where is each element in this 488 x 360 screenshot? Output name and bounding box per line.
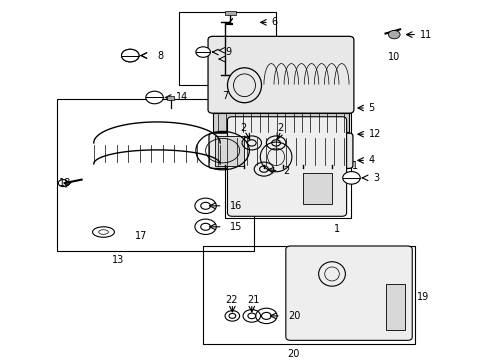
- Text: 10: 10: [387, 52, 399, 62]
- Text: 2: 2: [283, 166, 289, 176]
- Text: 9: 9: [224, 47, 231, 57]
- Text: 16: 16: [229, 201, 242, 211]
- Bar: [385, 284, 404, 330]
- Text: 7: 7: [222, 91, 228, 101]
- Text: 21: 21: [246, 295, 259, 305]
- Text: 1: 1: [351, 161, 357, 171]
- Text: 12: 12: [368, 129, 380, 139]
- Circle shape: [196, 47, 210, 57]
- Text: 11: 11: [419, 30, 431, 40]
- FancyBboxPatch shape: [208, 133, 352, 168]
- Text: 15: 15: [229, 222, 242, 232]
- Circle shape: [121, 49, 139, 62]
- Text: 17: 17: [135, 230, 147, 240]
- Text: 4: 4: [368, 156, 374, 165]
- Text: 2: 2: [240, 123, 246, 133]
- Text: 6: 6: [271, 17, 277, 27]
- Text: 18: 18: [59, 178, 71, 188]
- Text: 13: 13: [112, 255, 124, 265]
- Bar: [302, 172, 331, 204]
- Text: 5: 5: [368, 103, 374, 113]
- FancyBboxPatch shape: [227, 117, 346, 216]
- Bar: [215, 136, 244, 166]
- Bar: [166, 96, 174, 100]
- Text: 2: 2: [277, 123, 283, 133]
- Text: 20: 20: [286, 349, 299, 359]
- Circle shape: [121, 49, 139, 62]
- FancyBboxPatch shape: [207, 36, 353, 113]
- Text: 8: 8: [157, 50, 163, 60]
- Circle shape: [342, 172, 360, 184]
- Text: 20: 20: [287, 311, 300, 321]
- Circle shape: [387, 30, 399, 39]
- Text: 1: 1: [333, 224, 339, 234]
- Text: 19: 19: [416, 292, 428, 302]
- FancyBboxPatch shape: [285, 246, 411, 340]
- Bar: [57, 99, 254, 251]
- Bar: [224, 11, 235, 15]
- Bar: [179, 12, 276, 85]
- Bar: [212, 113, 348, 132]
- Text: 14: 14: [176, 93, 188, 103]
- Bar: [203, 246, 414, 344]
- Circle shape: [145, 91, 163, 104]
- Text: 22: 22: [224, 295, 237, 305]
- Text: 3: 3: [372, 173, 379, 183]
- Bar: [224, 113, 351, 218]
